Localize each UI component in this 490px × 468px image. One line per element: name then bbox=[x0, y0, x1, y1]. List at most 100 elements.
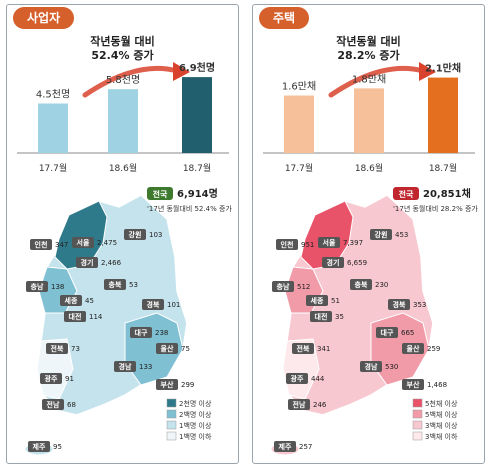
region-name: 충북 bbox=[355, 280, 368, 289]
region-value: 75 bbox=[181, 345, 190, 353]
region-value: 7,397 bbox=[343, 239, 363, 247]
region-label: 광주 91 bbox=[40, 373, 74, 384]
nation-badge-text: 전국 bbox=[153, 189, 168, 199]
region-name: 부산 bbox=[407, 380, 420, 389]
region-name-badge bbox=[156, 343, 178, 354]
region-name-badge bbox=[322, 257, 344, 268]
bar-value-label: 1.8만채 bbox=[352, 73, 386, 85]
region-value: 6,659 bbox=[347, 259, 367, 267]
region-name: 광주 bbox=[291, 374, 304, 383]
region-name: 광주 bbox=[45, 374, 58, 383]
nation-note: '17년 동월대비 28.2% 증가 bbox=[393, 204, 478, 213]
region-name: 경남 bbox=[365, 362, 378, 371]
region-name-badge bbox=[130, 327, 152, 338]
region-value: 35 bbox=[335, 313, 344, 321]
region-label: 부산 1,468 bbox=[402, 379, 447, 390]
region-value: 114 bbox=[89, 313, 103, 321]
region-name-badge bbox=[318, 237, 340, 248]
tab-housing[interactable]: 주택 bbox=[259, 7, 310, 29]
region-label: 대전 114 bbox=[64, 311, 103, 322]
region-name: 전북 bbox=[297, 344, 310, 353]
region-label: 인천 347 bbox=[30, 239, 68, 250]
region-name: 서울 bbox=[323, 238, 336, 247]
region-name-badge bbox=[376, 327, 398, 338]
headline-line2: 52.4% 증가 bbox=[91, 49, 154, 62]
region-value: 512 bbox=[297, 283, 310, 291]
region-name-badge bbox=[274, 441, 296, 452]
region-value: 444 bbox=[311, 375, 325, 383]
region-name-badge bbox=[156, 379, 178, 390]
region-value: 101 bbox=[167, 301, 180, 309]
region-name-badge bbox=[124, 229, 146, 240]
region-label: 충남 512 bbox=[272, 281, 310, 292]
region-name-badge bbox=[60, 295, 82, 306]
growth-arrowhead bbox=[173, 62, 190, 81]
legend-label: 1백명 이하 bbox=[179, 432, 212, 441]
legend-label: 5백채 이상 bbox=[425, 410, 458, 419]
region-label: 세종 45 bbox=[60, 295, 94, 306]
region-name: 충북 bbox=[109, 280, 122, 289]
nation-value: 20,851채 bbox=[423, 187, 471, 200]
region-value: 530 bbox=[385, 363, 398, 371]
region-name: 충남 bbox=[277, 282, 290, 291]
region-value: 341 bbox=[317, 345, 330, 353]
region-value: 238 bbox=[155, 329, 168, 337]
bar bbox=[354, 88, 384, 153]
legend-label: 1백명 이상 bbox=[179, 421, 212, 430]
x-tick-label: 17.7월 bbox=[39, 162, 67, 174]
region-name-badge bbox=[40, 373, 62, 384]
region-name: 제주 bbox=[33, 442, 46, 451]
region-name: 부산 bbox=[161, 380, 174, 389]
region-name-badge bbox=[306, 295, 328, 306]
region-name-badge bbox=[402, 343, 424, 354]
bar-value-label: 4.5천명 bbox=[36, 89, 70, 101]
region-label: 충북 230 bbox=[350, 279, 388, 290]
x-tick-label: 18.7월 bbox=[183, 162, 211, 174]
nation-badge bbox=[393, 187, 419, 200]
region-value: 133 bbox=[139, 363, 152, 371]
nation-value: 6,914명 bbox=[177, 187, 218, 200]
region-name: 강원 bbox=[375, 230, 388, 239]
nation-badge-text: 전국 bbox=[399, 189, 414, 199]
region-name-badge bbox=[114, 361, 136, 372]
region-value: 91 bbox=[65, 375, 74, 383]
region-value: 51 bbox=[331, 297, 340, 305]
region-label: 경기 6,659 bbox=[322, 257, 367, 268]
region-name: 경북 bbox=[393, 300, 406, 309]
growth-arrowhead bbox=[419, 62, 436, 81]
legend-swatch bbox=[166, 398, 177, 408]
region-value: 53 bbox=[129, 281, 138, 289]
region-value: 1,468 bbox=[427, 381, 447, 389]
region-label: 서울 2,475 bbox=[72, 237, 117, 248]
region-name-badge bbox=[26, 281, 48, 292]
region-name-badge bbox=[46, 343, 68, 354]
region-name: 대구 bbox=[135, 328, 148, 337]
region-label: 전북 73 bbox=[46, 343, 80, 354]
region-label: 울산 259 bbox=[402, 343, 440, 354]
region-name: 대구 bbox=[381, 328, 394, 337]
legend-swatch bbox=[412, 431, 423, 441]
x-tick-label: 17.7월 bbox=[285, 162, 313, 174]
region-name-badge bbox=[360, 361, 382, 372]
region-name-badge bbox=[310, 311, 332, 322]
region-name: 울산 bbox=[161, 344, 174, 353]
region-label: 광주 444 bbox=[286, 373, 325, 384]
region-label: 경남 530 bbox=[360, 361, 398, 372]
region-name: 경기 bbox=[327, 258, 340, 267]
bar bbox=[182, 77, 212, 153]
region-name: 경북 bbox=[147, 300, 160, 309]
region-name: 세종 bbox=[65, 296, 78, 305]
region-value: 73 bbox=[71, 345, 80, 353]
region-label: 경북 101 bbox=[142, 299, 180, 310]
region-name-badge bbox=[272, 281, 294, 292]
legend-swatch bbox=[166, 431, 177, 441]
region-name-badge bbox=[286, 373, 308, 384]
region-value: 257 bbox=[299, 443, 312, 451]
tab-business[interactable]: 사업자 bbox=[13, 7, 75, 29]
region-value: 103 bbox=[149, 231, 162, 239]
region-name-badge bbox=[64, 311, 86, 322]
region-label: 세종 51 bbox=[306, 295, 340, 306]
legend-label: 3백채 이하 bbox=[425, 432, 458, 441]
region-label: 강원 453 bbox=[370, 229, 408, 240]
region-name: 경기 bbox=[81, 258, 94, 267]
